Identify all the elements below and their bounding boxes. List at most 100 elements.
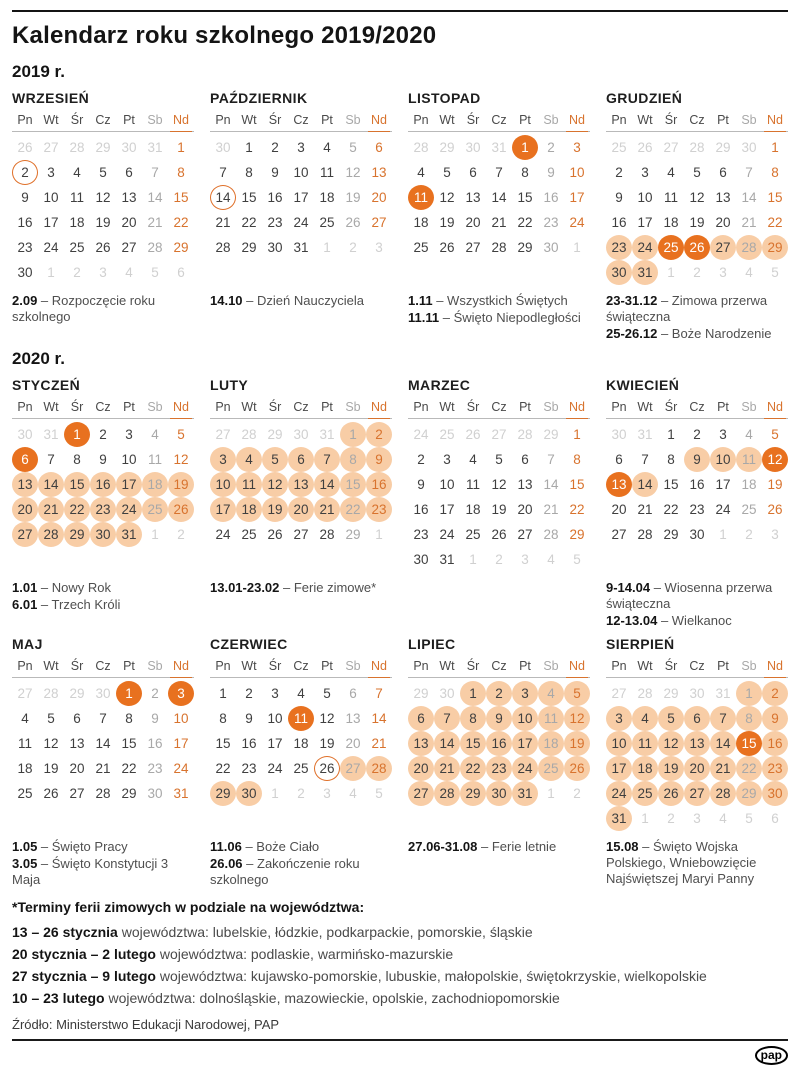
footer-line: 20 stycznia – 2 lutego województwa: podl… xyxy=(12,946,454,962)
day-cell: 12 xyxy=(319,711,335,726)
day-cell: 18 xyxy=(69,215,85,230)
note-date: 2.09 xyxy=(12,293,38,308)
weekday-label: Sb xyxy=(741,113,757,127)
weekday-label: Sb xyxy=(147,113,163,127)
day-cell: 4 xyxy=(538,681,564,706)
day-cell: 14 xyxy=(491,190,507,205)
day-cell: 24 xyxy=(439,527,455,542)
day-cell: 1 xyxy=(512,135,538,160)
month-name: WRZESIEŃ xyxy=(12,90,90,106)
weekday-label: Pn xyxy=(413,659,429,673)
day-cell: 14 xyxy=(632,472,658,497)
day-cell: 2 xyxy=(151,686,159,701)
day-cell: 19 xyxy=(439,215,455,230)
day-cell: 20 xyxy=(371,190,387,205)
day-cell: 14 xyxy=(210,185,236,210)
day-cell: 24 xyxy=(43,240,59,255)
day-cell: 18 xyxy=(142,472,168,497)
year-label: 2020 r. xyxy=(12,349,65,368)
weekday-label: Nd xyxy=(762,400,788,419)
day-cell: 2 xyxy=(349,240,357,255)
day-cell: 16 xyxy=(147,736,163,751)
day-cell: 6 xyxy=(73,711,81,726)
day-cell: 17 xyxy=(439,502,455,517)
day-cell: 2 xyxy=(177,527,185,542)
day-cell: 16 xyxy=(611,215,627,230)
week-row: 23 24 25 26 27 28 29 xyxy=(12,235,194,260)
month-block: GRUDZIEŃ Pn Wt Śr Cz Pt Sb Nd 25 26 27 28 29 30 1 2 3 4 5 6… xyxy=(606,90,788,347)
day-cell: 15 xyxy=(517,190,533,205)
day-cell: 14 xyxy=(95,736,111,751)
day-cell: 6 xyxy=(349,686,357,701)
day-cell: 5 xyxy=(693,165,701,180)
day-cell: 31 xyxy=(632,260,658,285)
weekday-label: Wt xyxy=(43,113,59,127)
weekday-label: Wt xyxy=(241,659,257,673)
day-cell: 3 xyxy=(512,681,538,706)
weekday-label: Nd xyxy=(168,659,194,678)
weekday-label: Śr xyxy=(466,400,480,414)
day-cell: 4 xyxy=(151,427,159,442)
week-row: 31 1 2 3 4 5 6 xyxy=(606,806,788,831)
weekday-label: Wt xyxy=(637,659,653,673)
day-cell: 23 xyxy=(486,756,512,781)
weekday-label: Wt xyxy=(241,113,257,127)
day-cell: 18 xyxy=(293,736,309,751)
day-cell: 2 xyxy=(693,427,701,442)
day-cell: 6 xyxy=(771,811,779,826)
weekday-label: Śr xyxy=(268,659,282,673)
month-name: GRUDZIEŃ xyxy=(606,90,683,106)
week-row: 28 29 30 31 1 2 3 xyxy=(210,235,392,260)
day-cell: 27 xyxy=(69,786,85,801)
day-cell: 31 xyxy=(715,686,731,701)
weekday-header: Pn Wt Śr Cz Pt Sb Nd xyxy=(606,400,788,419)
day-cell: 14 xyxy=(434,731,460,756)
weekday-header: Pn Wt Śr Cz Pt Sb Nd xyxy=(210,400,392,419)
weekday-label: Pt xyxy=(123,400,135,414)
week-row: 25 26 27 28 29 30 1 xyxy=(408,235,590,260)
weekday-label: Cz xyxy=(293,659,309,673)
day-cell: 22 xyxy=(340,497,366,522)
note-line: 1.05 – Święto Pracy xyxy=(12,839,128,854)
day-cell: 3 xyxy=(210,447,236,472)
day-cell: 13 xyxy=(715,190,731,205)
day-cell: 4 xyxy=(73,165,81,180)
month-notes: 15.08 – Święto Wojska Polskiego, Wniebow… xyxy=(606,839,788,893)
day-cell: 28 xyxy=(69,140,85,155)
day-cell: 1 xyxy=(47,265,55,280)
day-cell: 4 xyxy=(547,552,555,567)
note-date: 13.01-23.02 xyxy=(210,580,280,595)
day-cell: 21 xyxy=(215,215,231,230)
day-cell: 30 xyxy=(689,527,705,542)
day-cell: 3 xyxy=(693,811,701,826)
footer-lines: 13 – 26 stycznia województwa: lubelskie,… xyxy=(12,921,788,1009)
day-cell: 3 xyxy=(375,240,383,255)
day-cell: 1 xyxy=(64,422,90,447)
day-cell: 23 xyxy=(413,527,429,542)
weekday-label: Sb xyxy=(741,400,757,414)
day-cell: 2 xyxy=(693,265,701,280)
day-cell: 23 xyxy=(606,235,632,260)
day-cell: 20 xyxy=(715,215,731,230)
day-cell: 9 xyxy=(271,165,279,180)
day-cell: 18 xyxy=(413,215,429,230)
day-cell: 7 xyxy=(151,165,159,180)
month-name: CZERWIEC xyxy=(210,636,288,652)
weekday-label: Sb xyxy=(147,659,163,673)
day-cell: 12 xyxy=(439,190,455,205)
day-cell: 21 xyxy=(147,215,163,230)
day-cell: 9 xyxy=(151,711,159,726)
weekday-header: Pn Wt Śr Cz Pt Sb Nd xyxy=(12,659,194,678)
day-cell: 7 xyxy=(99,711,107,726)
day-cell: 20 xyxy=(408,756,434,781)
day-cell: 30 xyxy=(17,427,33,442)
day-cell: 15 xyxy=(121,736,137,751)
weekday-label: Pt xyxy=(321,400,333,414)
day-cell: 11 xyxy=(147,452,162,467)
day-cell: 15 xyxy=(767,190,783,205)
day-cell: 16 xyxy=(90,472,116,497)
footer-line: 27 stycznia – 9 lutego województwa: kuja… xyxy=(12,968,707,984)
day-cell: 15 xyxy=(569,477,585,492)
weekday-label: Śr xyxy=(466,659,480,673)
day-cell: 29 xyxy=(517,240,533,255)
